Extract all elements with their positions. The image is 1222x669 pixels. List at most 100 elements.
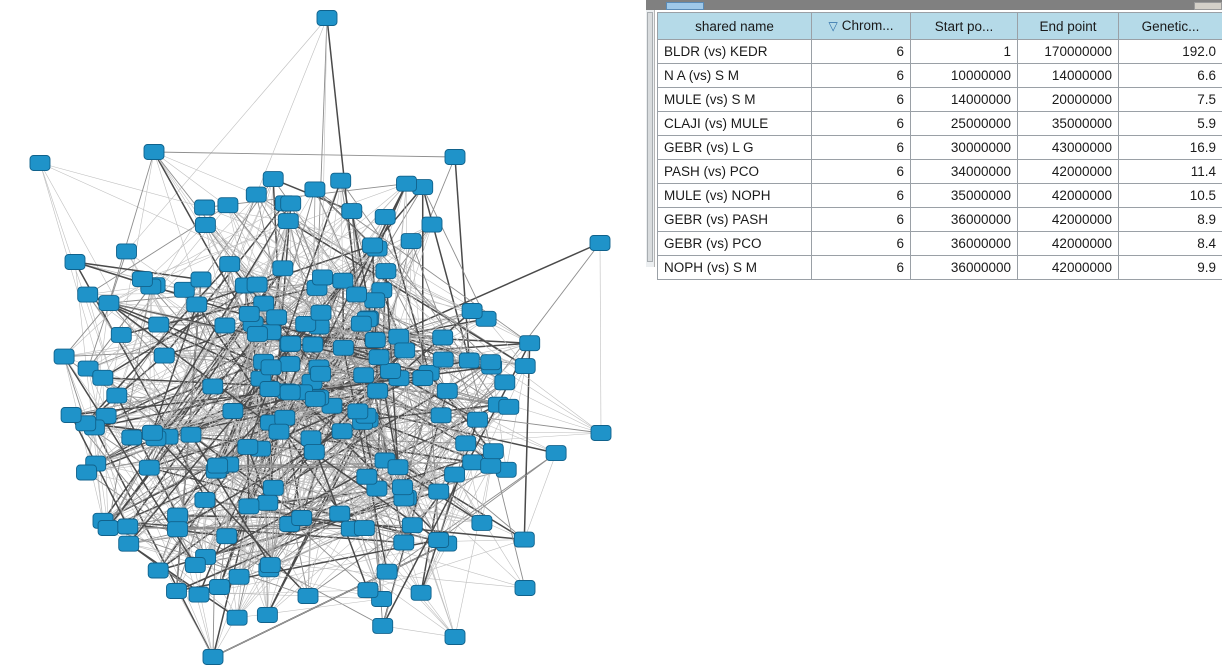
main-network-node[interactable]	[262, 171, 284, 188]
main-network-node[interactable]	[147, 562, 169, 579]
main-network-node[interactable]	[207, 457, 229, 474]
main-network-node[interactable]	[280, 195, 302, 212]
main-network-node[interactable]	[356, 468, 378, 485]
main-network-node[interactable]	[214, 317, 236, 334]
main-network-node[interactable]	[482, 443, 504, 460]
main-network-node[interactable]	[353, 367, 375, 384]
main-network-node[interactable]	[436, 382, 458, 399]
table-row[interactable]: GEBR (vs) PCO 6 36000000 42000000 8.4	[657, 231, 1222, 256]
main-network-node[interactable]	[480, 457, 502, 474]
main-network-node[interactable]	[29, 155, 51, 171]
main-network-node[interactable]	[393, 534, 415, 551]
column-header-chrom[interactable]: ▽ Chrom...	[811, 12, 911, 40]
main-network-node[interactable]	[280, 335, 302, 352]
main-network-node[interactable]	[353, 520, 375, 537]
main-network-node[interactable]	[110, 326, 132, 343]
main-network-node[interactable]	[471, 514, 493, 531]
main-network-node[interactable]	[462, 454, 484, 471]
main-network-node[interactable]	[590, 425, 612, 441]
main-network-node[interactable]	[394, 342, 416, 359]
main-network-node[interactable]	[237, 438, 259, 455]
main-network-node[interactable]	[304, 390, 326, 407]
main-network-node[interactable]	[545, 445, 567, 462]
main-network-node[interactable]	[138, 459, 160, 476]
main-network-node[interactable]	[167, 521, 188, 538]
main-network-node[interactable]	[190, 271, 212, 288]
main-network-node[interactable]	[514, 580, 536, 596]
main-network-node[interactable]	[341, 203, 363, 220]
column-header-genetic[interactable]: Genetic...	[1118, 12, 1222, 40]
main-network-node[interactable]	[246, 276, 268, 293]
table-row[interactable]: MULE (vs) S M 6 14000000 20000000 7.5	[657, 87, 1222, 112]
main-network-node[interactable]	[184, 557, 206, 573]
main-network-node[interactable]	[387, 459, 409, 476]
main-network-node[interactable]	[302, 336, 324, 353]
table-row[interactable]: CLAJI (vs) MULE 6 25000000 35000000 5.9	[657, 111, 1222, 136]
main-network-node[interactable]	[480, 354, 502, 371]
main-network-node[interactable]	[257, 494, 279, 511]
main-network-node[interactable]	[116, 243, 137, 260]
table-row[interactable]: GEBR (vs) L G 6 30000000 43000000 16.9	[657, 135, 1222, 160]
main-network-node[interactable]	[401, 517, 423, 534]
main-network-node[interactable]	[410, 584, 432, 601]
edge-attribute-table[interactable]: shared name ▽ Chrom... Start po... End po…	[657, 12, 1222, 280]
main-network-node[interactable]	[98, 295, 120, 312]
main-network-node[interactable]	[166, 583, 187, 599]
column-header-end-point[interactable]: End point	[1017, 12, 1119, 40]
column-header-shared-name[interactable]: shared name	[657, 12, 812, 40]
main-network-node[interactable]	[388, 328, 410, 345]
main-network-node[interactable]	[444, 149, 466, 165]
main-network-node[interactable]	[256, 607, 278, 623]
main-network-node[interactable]	[362, 237, 383, 254]
main-network-node[interactable]	[194, 199, 216, 216]
main-network-node[interactable]	[364, 332, 386, 348]
main-network-node[interactable]	[364, 292, 386, 309]
main-network-node[interactable]	[153, 347, 175, 364]
main-network-node[interactable]	[266, 309, 288, 326]
main-network-node[interactable]	[291, 510, 313, 526]
main-network-node[interactable]	[312, 269, 333, 286]
main-network-node[interactable]	[246, 325, 268, 342]
main-network-node[interactable]	[106, 387, 128, 404]
main-network-node[interactable]	[350, 315, 372, 332]
main-network-node[interactable]	[268, 423, 290, 440]
main-network-node[interactable]	[194, 217, 216, 233]
main-network-node[interactable]	[295, 315, 317, 332]
main-network-node[interactable]	[226, 609, 248, 626]
main-network-node[interactable]	[430, 407, 452, 424]
main-network-node[interactable]	[180, 426, 202, 443]
main-network-node[interactable]	[188, 586, 210, 603]
main-network-node[interactable]	[498, 398, 520, 415]
table-scrollbar-thumb[interactable]	[647, 12, 653, 262]
main-network-node[interactable]	[238, 305, 260, 322]
main-network-node[interactable]	[494, 374, 516, 391]
main-network-node[interactable]	[238, 498, 260, 515]
main-network-node[interactable]	[259, 557, 281, 574]
main-network-node[interactable]	[131, 271, 153, 288]
main-network-node[interactable]	[300, 430, 322, 447]
main-network-node[interactable]	[412, 370, 434, 386]
main-network-node[interactable]	[421, 216, 443, 233]
main-network-node[interactable]	[60, 407, 82, 423]
main-network-node[interactable]	[148, 316, 170, 333]
main-network-node[interactable]	[279, 355, 301, 372]
main-network-node[interactable]	[458, 352, 480, 369]
main-network-node[interactable]	[279, 384, 301, 401]
main-network-node[interactable]	[117, 518, 139, 535]
main-network-canvas[interactable]	[0, 0, 646, 669]
main-network-node[interactable]	[167, 507, 189, 524]
main-network-node[interactable]	[331, 423, 353, 440]
main-network-node[interactable]	[219, 256, 241, 273]
main-network-node[interactable]	[519, 335, 541, 352]
main-network-node[interactable]	[444, 629, 466, 645]
main-network-node[interactable]	[367, 382, 389, 399]
main-network-node[interactable]	[455, 435, 477, 452]
main-network-node[interactable]	[513, 531, 535, 548]
main-network-node[interactable]	[209, 579, 230, 595]
main-network-node[interactable]	[228, 568, 250, 585]
main-network-node[interactable]	[428, 532, 450, 548]
main-network-node[interactable]	[332, 339, 354, 356]
table-scrollbar[interactable]	[646, 10, 655, 267]
table-row[interactable]: N A (vs) S M 6 10000000 14000000 6.6	[657, 63, 1222, 88]
main-network-node[interactable]	[428, 483, 450, 500]
